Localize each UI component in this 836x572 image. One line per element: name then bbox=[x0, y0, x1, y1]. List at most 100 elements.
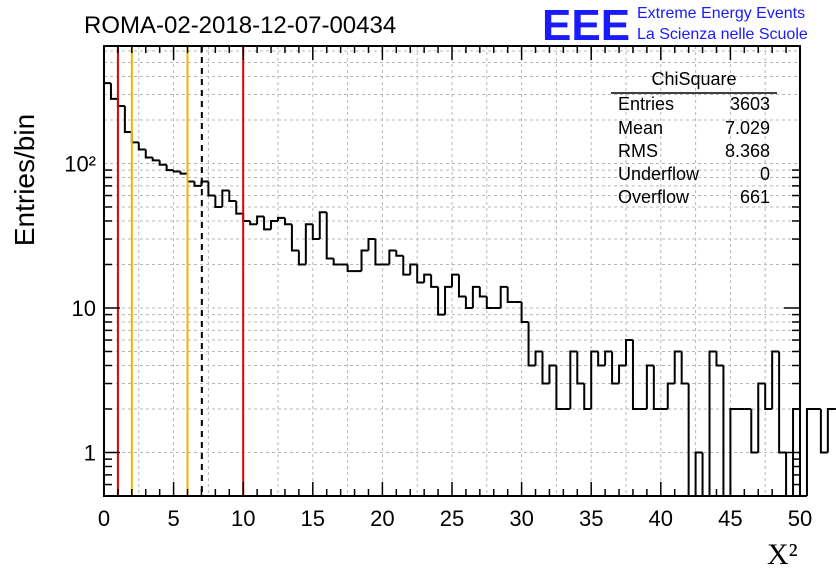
histogram-bin bbox=[109, 83, 118, 100]
histogram-bin bbox=[228, 190, 237, 202]
x-tick-label: 25 bbox=[440, 506, 464, 531]
eee-logo-line2: La Scienza nelle Scuole bbox=[637, 26, 808, 43]
histogram-bin bbox=[451, 273, 459, 287]
histogram-bin bbox=[652, 365, 661, 410]
histogram-bin bbox=[367, 238, 376, 251]
histogram-bin bbox=[499, 285, 508, 308]
histogram-bin bbox=[172, 170, 181, 173]
histogram-bin bbox=[478, 286, 487, 298]
eee-logo-line1: Extreme Energy Events bbox=[637, 5, 805, 22]
histogram-bin bbox=[701, 452, 710, 497]
histogram-bin bbox=[207, 181, 216, 197]
histogram-bin bbox=[221, 189, 230, 207]
histogram-bin bbox=[151, 157, 160, 162]
stats-entries-value: 3603 bbox=[730, 94, 770, 114]
histogram-bin bbox=[625, 339, 633, 366]
stats-overflow-value: 661 bbox=[740, 187, 770, 207]
histogram-bin bbox=[103, 82, 111, 496]
histogram-bin bbox=[805, 407, 814, 496]
histogram-bin bbox=[764, 383, 773, 410]
eee-logo-mark: EEE bbox=[542, 1, 630, 50]
histogram-bin bbox=[423, 273, 432, 283]
y-tick-label: 1 bbox=[84, 440, 96, 465]
x-axis-ticks: 0 5 10 15 20 25 30 35 40 45 50 bbox=[98, 46, 812, 531]
histogram-bin bbox=[325, 212, 334, 260]
stats-mean-value: 7.029 bbox=[725, 118, 770, 138]
histogram-bin bbox=[722, 365, 731, 497]
histogram-bin bbox=[485, 296, 494, 309]
x-tick-label: 5 bbox=[167, 506, 179, 531]
histogram-bin bbox=[249, 220, 258, 226]
histogram-bin bbox=[270, 219, 278, 230]
histogram-bin bbox=[819, 408, 828, 454]
x-tick-label: 10 bbox=[231, 506, 255, 531]
histogram-bin bbox=[597, 351, 606, 367]
stats-mean-label: Mean bbox=[618, 118, 663, 138]
x-tick-label: 40 bbox=[649, 506, 673, 531]
histogram-bin bbox=[214, 195, 223, 208]
histogram-bin bbox=[297, 250, 306, 266]
histogram-bin bbox=[680, 351, 689, 385]
histogram-bin bbox=[332, 258, 341, 266]
histogram-bin bbox=[645, 364, 654, 409]
x-tick-label: 45 bbox=[718, 506, 742, 531]
stats-rms-value: 8.368 bbox=[725, 141, 770, 161]
stats-title: ChiSquare bbox=[651, 69, 736, 89]
histogram-bin bbox=[631, 340, 640, 410]
histogram-bin bbox=[471, 285, 480, 308]
histogram-bin bbox=[290, 224, 299, 252]
y-tick-label: 10² bbox=[64, 151, 96, 176]
histogram-bin bbox=[263, 216, 272, 231]
histogram-bin bbox=[715, 351, 724, 367]
histogram-bin bbox=[666, 382, 675, 409]
histogram-bin bbox=[799, 408, 807, 497]
histogram-bin bbox=[130, 132, 139, 144]
stats-entries-label: Entries bbox=[618, 94, 674, 114]
histogram-bin bbox=[750, 408, 759, 454]
histogram-bin bbox=[583, 383, 592, 410]
histogram-bin bbox=[785, 452, 794, 497]
stats-overflow-label: Overflow bbox=[618, 187, 690, 207]
y-axis-label: Entries/bin bbox=[9, 114, 40, 246]
histogram-bin bbox=[520, 302, 529, 323]
histogram-bin bbox=[527, 321, 536, 367]
x-tick-label: 0 bbox=[98, 506, 110, 531]
x-axis-label: X² bbox=[767, 538, 798, 571]
histogram-bin bbox=[242, 213, 251, 222]
histogram-bin bbox=[283, 217, 292, 226]
histogram-bin bbox=[346, 264, 355, 273]
x-tick-label: 15 bbox=[301, 506, 325, 531]
histogram-bin bbox=[548, 364, 557, 384]
histogram-bin bbox=[409, 263, 418, 275]
histogram-bin bbox=[158, 160, 167, 166]
histogram-bin bbox=[534, 350, 543, 366]
histogram-bin bbox=[179, 171, 188, 175]
histogram-bin bbox=[464, 296, 473, 309]
histogram-bin bbox=[430, 274, 439, 288]
histogram-bin bbox=[304, 223, 313, 265]
histogram-bin bbox=[757, 382, 766, 453]
histogram-bin bbox=[611, 351, 620, 385]
x-tick-label: 50 bbox=[788, 506, 812, 531]
histogram-bin bbox=[694, 451, 703, 496]
x-tick-label: 35 bbox=[579, 506, 603, 531]
histogram-bin bbox=[318, 211, 327, 240]
histogram-bin bbox=[541, 351, 550, 385]
histogram-bin bbox=[360, 249, 369, 272]
histogram-bin bbox=[457, 274, 466, 298]
histogram-bin bbox=[687, 383, 696, 497]
stats-box: ChiSquare Entries 3603 Mean 7.029 RMS 8.… bbox=[611, 69, 777, 207]
histogram-bin bbox=[604, 350, 613, 366]
stats-underflow-label: Underflow bbox=[618, 164, 700, 184]
histogram-bin bbox=[116, 98, 125, 107]
chart-title: ROMA-02-2018-12-07-00434 bbox=[84, 12, 396, 39]
histogram-bin bbox=[618, 364, 626, 384]
x-tick-label: 20 bbox=[370, 506, 394, 531]
histogram-bin bbox=[235, 200, 244, 215]
histogram-bin bbox=[729, 407, 738, 496]
stats-rms-label: RMS bbox=[618, 141, 658, 161]
histogram-bin bbox=[576, 351, 585, 385]
histogram-bin bbox=[569, 350, 578, 409]
histogram-bin bbox=[123, 105, 132, 134]
